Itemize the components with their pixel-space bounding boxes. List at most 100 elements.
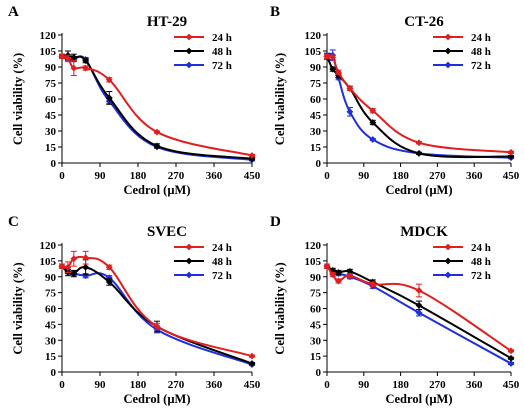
data-point [64,55,72,62]
data-point [415,301,423,309]
data-point [64,263,72,271]
x-axis-label: Cedrol (µM) [385,183,452,197]
data-point [248,152,256,159]
y-tick-label: 15 [310,142,322,154]
chart-title: CT-26 [404,14,444,30]
y-tick-label: 105 [305,46,322,58]
legend-entry: 24 h [174,242,232,254]
data-point [58,262,66,270]
chart-panel-b: B CT-26 0 15 30 45 60 75 90 105 120 0 90 180 270 360 450… [270,4,520,197]
legend-label: 24 h [212,242,232,254]
data-point [248,352,256,360]
x-tick-label: 270 [429,379,446,391]
legend-label: 24 h [471,242,491,254]
y-tick-label: 0 [316,367,322,379]
legend-marker [444,271,452,279]
panel-letter: A [8,4,19,20]
y-tick-label: 120 [305,30,322,42]
data-point [369,107,377,115]
x-tick-label: 0 [324,379,330,391]
y-tick-label: 90 [310,62,322,74]
legend-entry: 72 h [174,270,232,282]
panel-letter: D [270,214,281,230]
x-tick-label: 450 [503,379,520,391]
legend-label: 48 h [471,46,491,58]
legend-marker [444,33,452,41]
chart-panel-d: D MDCK 0 15 30 45 60 75 90 105 120 0 90 180 270 360 450 C… [270,214,520,406]
x-tick-label: 450 [244,170,261,182]
data-point [248,360,256,367]
data-point [82,272,90,280]
y-tick-label: 45 [310,110,322,122]
y-tick-label: 30 [45,335,57,347]
x-tick-label: 450 [503,170,520,182]
legend-label: 48 h [212,256,232,268]
x-tick-label: 270 [168,379,185,391]
y-tick-label: 45 [45,319,57,331]
x-tick-label: 0 [324,170,330,182]
y-tick-label: 15 [45,142,57,154]
y-tick-label: 30 [45,126,57,138]
series-24h [58,52,256,159]
data-point [335,269,342,276]
chart-title: SVEC [147,224,187,240]
x-tick-label: 270 [429,170,446,182]
x-tick-label: 270 [168,170,185,182]
legend-label: 72 h [212,60,232,72]
data-point [507,360,515,367]
legend-entry: 48 h [433,256,491,268]
x-axis-label: Cedrol (µM) [385,392,452,406]
data-point [346,84,354,92]
y-tick-label: 105 [305,256,322,268]
y-axis-label: Cell viability (%) [273,262,287,354]
y-tick-label: 60 [45,94,57,106]
x-tick-label: 360 [206,170,223,182]
y-axis-label: Cell viability (%) [273,53,287,145]
data-point [415,309,423,317]
data-point [105,278,113,286]
data-point [415,150,423,157]
y-tick-label: 60 [310,304,322,316]
data-point [105,94,113,102]
y-tick-label: 75 [45,78,57,90]
x-tick-label: 180 [130,170,147,182]
legend-marker [185,257,193,265]
x-tick-label: 360 [466,379,483,391]
y-tick-label: 90 [45,272,57,284]
legend-marker [444,243,452,251]
legend-label: 72 h [212,270,232,282]
data-point [507,354,515,362]
legend-entry: 24 h [433,32,491,44]
data-point [323,52,331,60]
y-tick-label: 120 [305,240,322,252]
legend-marker [444,257,452,265]
data-point [415,139,423,147]
y-tick-label: 105 [40,256,57,268]
data-point [346,272,354,280]
chart-panel-a: A HT-29 0 15 30 45 60 75 90 105 120 0 90 180 270 360 450… [8,4,261,197]
data-point [153,142,161,150]
y-tick-label: 15 [45,351,57,363]
data-point [58,52,66,60]
legend-marker [185,61,193,69]
legend-entry: 24 h [174,32,232,44]
series-24h [58,250,256,360]
data-point [82,263,90,271]
legend-label: 24 h [212,32,232,44]
data-point [153,128,161,136]
legend-entry: 48 h [433,46,491,58]
data-point [507,153,515,160]
data-point [105,263,113,271]
x-axis-label: Cedrol (µM) [123,392,190,406]
x-tick-label: 180 [392,379,409,391]
x-tick-label: 90 [95,379,107,391]
data-point [323,262,331,270]
legend-label: 72 h [471,60,491,72]
y-tick-label: 60 [310,94,322,106]
x-tick-label: 360 [206,379,223,391]
data-point [105,76,113,84]
panel-letter: C [8,214,19,230]
chart-title: MDCK [400,224,448,240]
data-point [70,255,78,263]
